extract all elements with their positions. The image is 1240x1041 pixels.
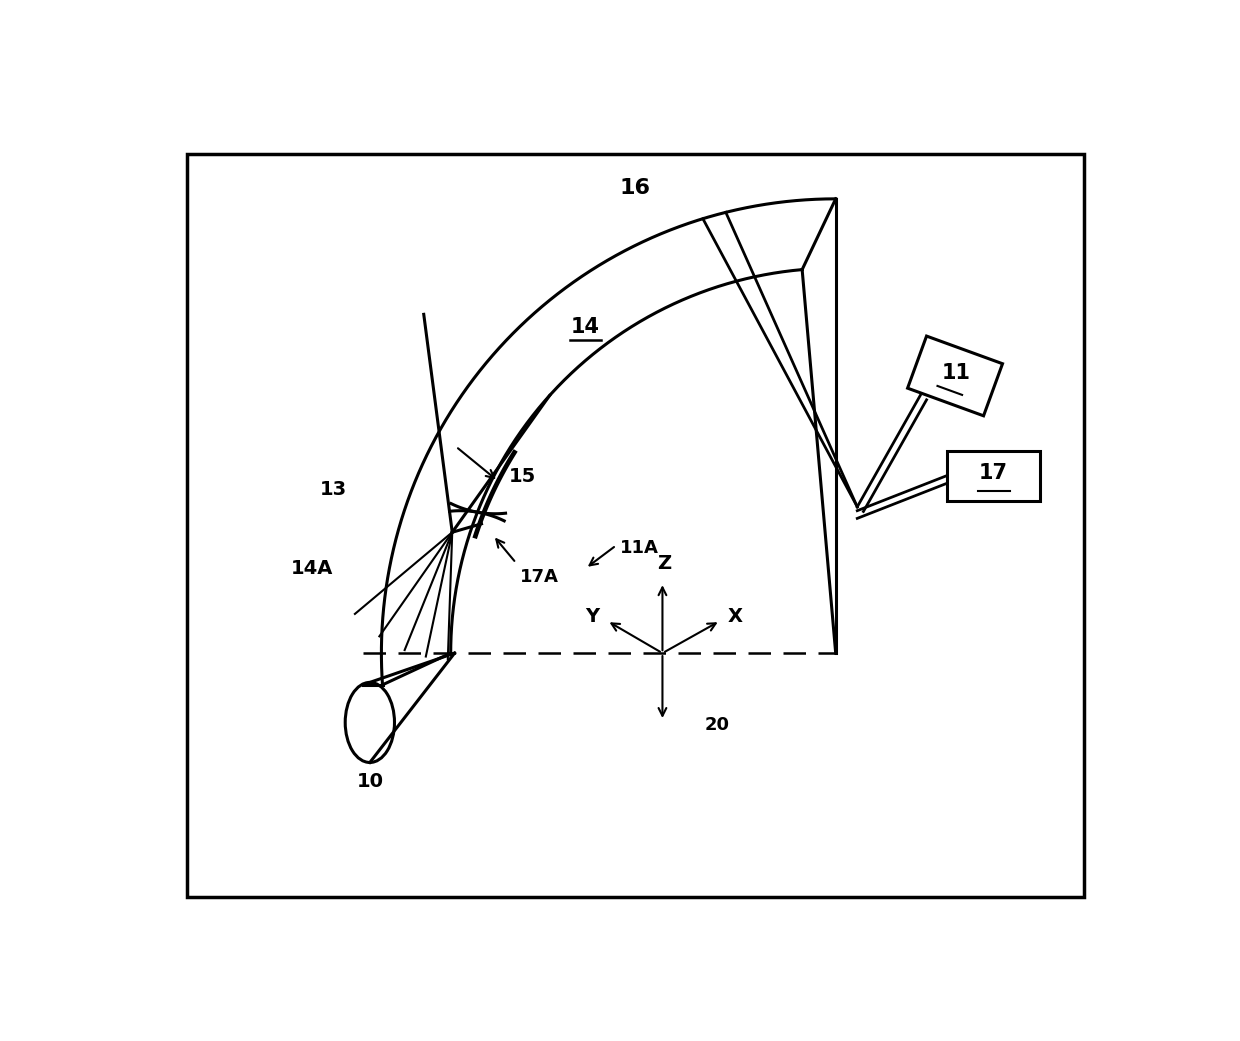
Text: X: X (728, 607, 743, 626)
Text: Y: Y (585, 607, 599, 626)
Text: 11A: 11A (620, 538, 658, 557)
Text: 13: 13 (320, 480, 347, 499)
Text: 15: 15 (508, 467, 536, 486)
Text: 16: 16 (620, 178, 651, 198)
Bar (908, 336, 1002, 415)
Text: 17A: 17A (520, 568, 559, 586)
Text: Z: Z (657, 554, 671, 573)
Text: 11: 11 (941, 363, 971, 383)
Text: 14: 14 (570, 318, 600, 337)
Bar (947, 451, 1040, 501)
Text: 20: 20 (704, 716, 730, 734)
Text: 17: 17 (980, 463, 1008, 483)
Text: 14A: 14A (290, 559, 332, 578)
Ellipse shape (345, 683, 394, 762)
Text: 10: 10 (356, 772, 383, 791)
